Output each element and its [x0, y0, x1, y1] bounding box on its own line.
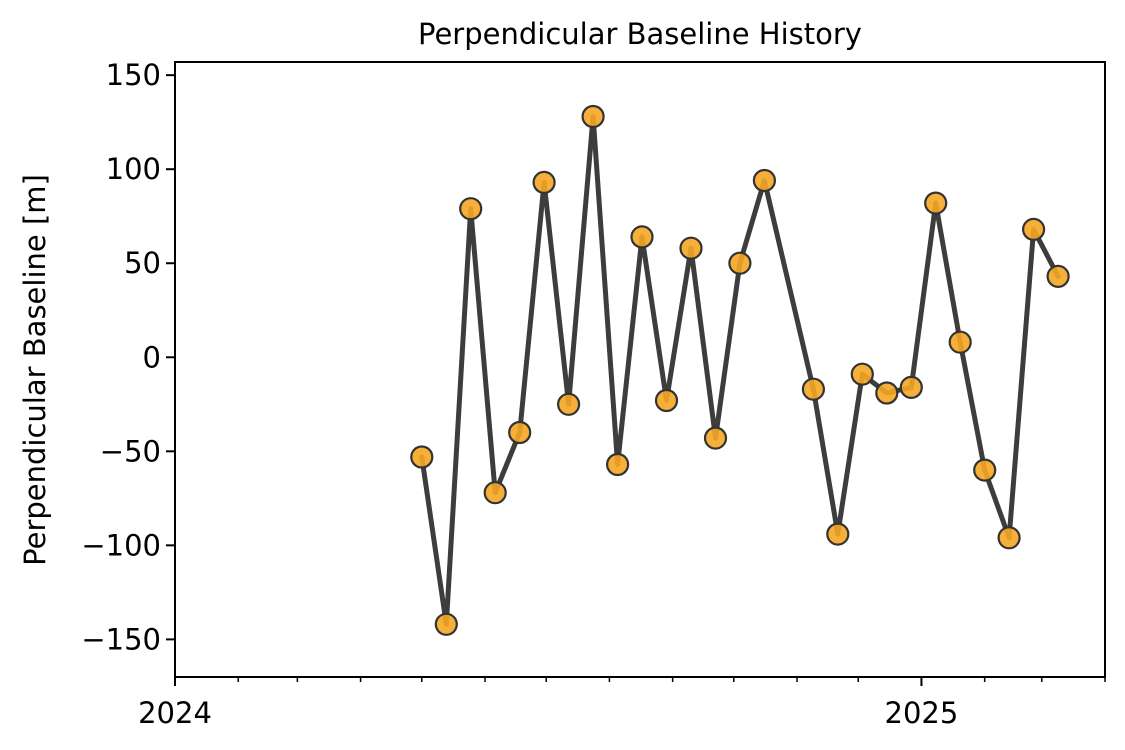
data-point [654, 388, 679, 413]
data-point [899, 375, 923, 399]
y-tick-label: −100 [81, 528, 161, 562]
y-tick-label: −150 [81, 622, 161, 656]
data-point [752, 168, 777, 193]
data-point [1021, 217, 1046, 241]
data-point [850, 362, 874, 386]
x-tick-label: 2025 [885, 696, 959, 730]
y-tick-label: 0 [143, 340, 161, 374]
series-line [419, 114, 1061, 627]
y-axis-label: Perpendicular Baseline [m] [18, 174, 52, 566]
data-point [630, 225, 654, 249]
data-point [801, 377, 826, 401]
y-tick-label: 50 [124, 246, 161, 280]
x-tick-label: 2024 [138, 696, 212, 730]
data-point [605, 452, 630, 477]
data-point [508, 420, 532, 445]
plot-frame [174, 61, 1106, 678]
data-point [532, 170, 556, 194]
data-point [826, 522, 850, 546]
y-tick-label: 100 [106, 152, 161, 186]
y-tick-label: 150 [106, 58, 161, 92]
data-point [728, 251, 752, 275]
data-point [459, 197, 483, 221]
data-point [679, 236, 703, 260]
data-point [924, 191, 948, 215]
data-point [556, 392, 581, 416]
data-point [1046, 264, 1070, 288]
data-point [581, 104, 605, 129]
data-point [973, 458, 997, 482]
data-point [703, 426, 728, 450]
data-point [410, 445, 434, 469]
data-point [483, 481, 507, 505]
y-tick-label: −50 [100, 434, 161, 468]
plot-layer: 150 100 50 0 −50 −100 −150 2024 2025 [81, 58, 1106, 730]
data-point [948, 330, 972, 354]
data-point [434, 612, 458, 636]
data-point [875, 381, 899, 405]
data-point [997, 526, 1021, 550]
chart-title: Perpendicular Baseline History [418, 17, 862, 51]
